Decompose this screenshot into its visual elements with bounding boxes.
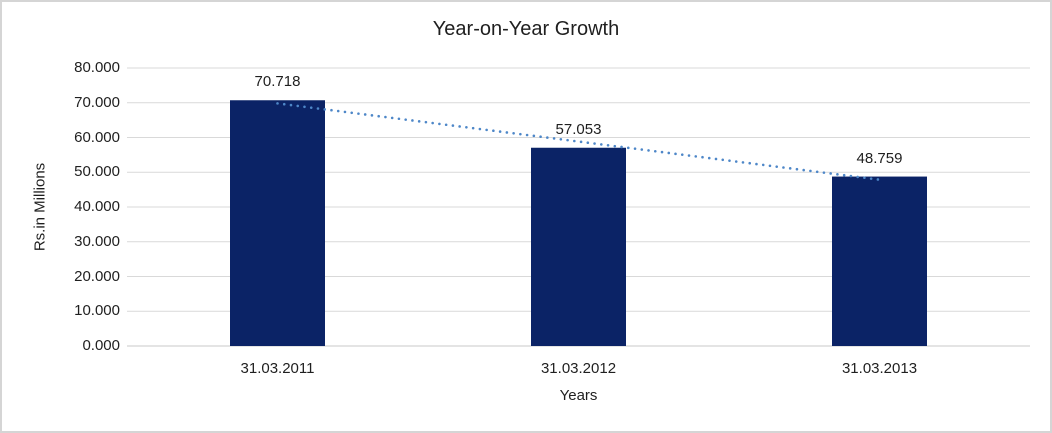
chart-title: Year-on-Year Growth [432,18,620,40]
trendline [276,102,881,181]
y-axis-tick-label: 70.000 [74,93,120,111]
y-axis-tick-label: 80.000 [74,59,120,76]
x-axis-category-label: 31.03.2013 [841,360,918,377]
y-axis-tick-label: 50.000 [74,163,120,181]
y-axis-tick-label: 30.000 [74,232,120,250]
x-axis-category-label: 31.03.2011 [240,360,315,377]
y-axis-tick-label: 10.000 [74,302,120,320]
y-axis-tick-label: 40.000 [74,198,120,215]
bar-value-label: 70.718 [254,73,301,91]
x-axis-title: Years [559,387,598,404]
bar-31.03.2012 [531,147,626,346]
y-axis-tick-label: 20.000 [74,267,120,285]
bar-31.03.2011 [230,100,325,347]
y-axis-tick-label: 60.000 [74,128,120,146]
bar-value-label: 57.053 [555,120,602,138]
y-axis-tick-label: 0.000 [82,337,120,354]
x-axis-category-label: 31.03.2012 [540,360,617,377]
bar-value-label: 48.759 [856,149,903,167]
bar-31.03.2013 [832,176,927,346]
